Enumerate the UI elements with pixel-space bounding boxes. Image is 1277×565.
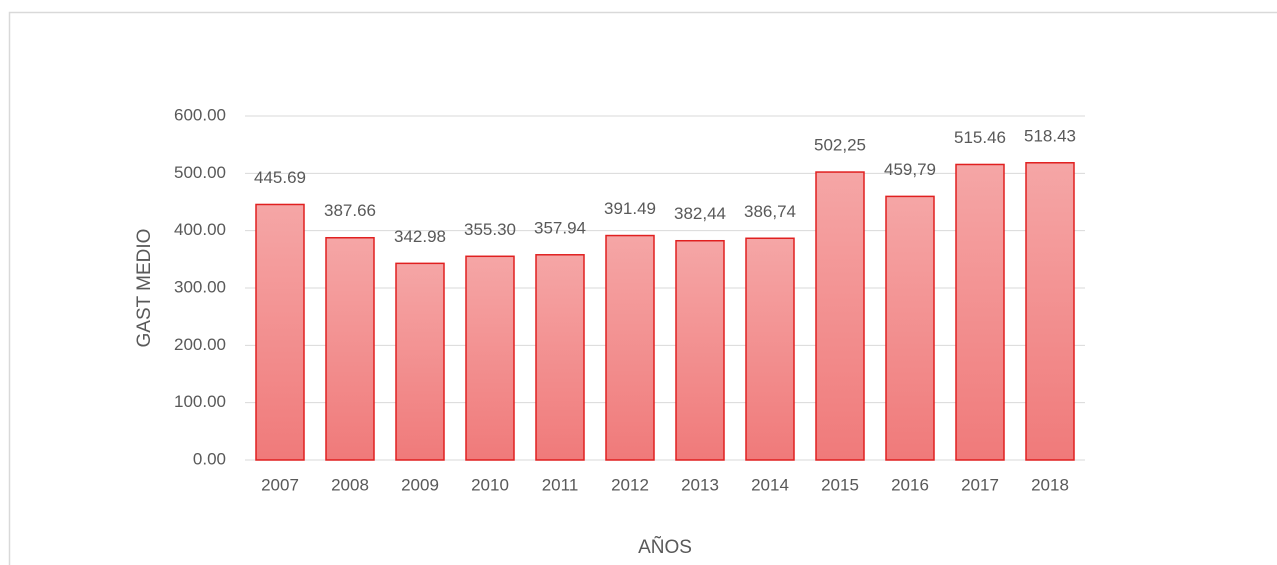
x-tick-label: 2012 [611, 475, 649, 494]
x-tick-label: 2017 [961, 475, 999, 494]
data-label: 342.98 [394, 227, 446, 246]
data-label: 357.94 [534, 218, 586, 237]
x-tick-label: 2008 [331, 475, 369, 494]
x-axis-label: AÑOS [638, 536, 692, 558]
bar [255, 203, 305, 461]
x-tick-label: 2013 [681, 475, 719, 494]
data-label: 391.49 [604, 199, 656, 218]
y-tick-label: 300.00 [174, 277, 226, 296]
data-label: 502,25 [814, 136, 866, 155]
x-tick-label: 2009 [401, 475, 439, 494]
x-tick-label: 2011 [542, 475, 579, 494]
y-tick-label: 400.00 [174, 220, 226, 239]
x-tick-label: 2010 [471, 475, 509, 494]
bar [815, 171, 865, 461]
data-label: 445.69 [254, 168, 306, 187]
data-label: 518.43 [1024, 126, 1076, 145]
bar [745, 237, 795, 461]
bar [535, 254, 585, 461]
data-label: 387.66 [324, 201, 376, 220]
y-tick-label: 100.00 [174, 392, 226, 411]
data-label: 459,79 [884, 160, 936, 179]
bar [465, 255, 515, 461]
y-tick-label: 600.00 [174, 105, 226, 124]
data-label: 515.46 [954, 128, 1006, 147]
x-tick-label: 2007 [261, 475, 299, 494]
x-tick-label: 2015 [821, 475, 859, 494]
x-tick-label: 2018 [1031, 475, 1069, 494]
bar [885, 195, 935, 461]
y-tick-label: 0.00 [193, 449, 226, 468]
x-tick-label: 2014 [751, 475, 789, 494]
bar [325, 236, 375, 461]
y-tick-label: 500.00 [174, 163, 226, 182]
bar [955, 163, 1005, 461]
data-label: 382,44 [674, 204, 726, 223]
frame [8, 11, 1277, 565]
y-axis-label: GAST MEDIO [134, 229, 155, 348]
bar [395, 262, 445, 461]
data-label: 386,74 [744, 202, 796, 221]
bar [1025, 162, 1075, 461]
y-tick-label: 200.00 [174, 335, 226, 354]
x-tick-label: 2016 [891, 475, 929, 494]
data-label: 355.30 [464, 220, 516, 239]
bar [605, 234, 655, 461]
bar [675, 239, 725, 461]
